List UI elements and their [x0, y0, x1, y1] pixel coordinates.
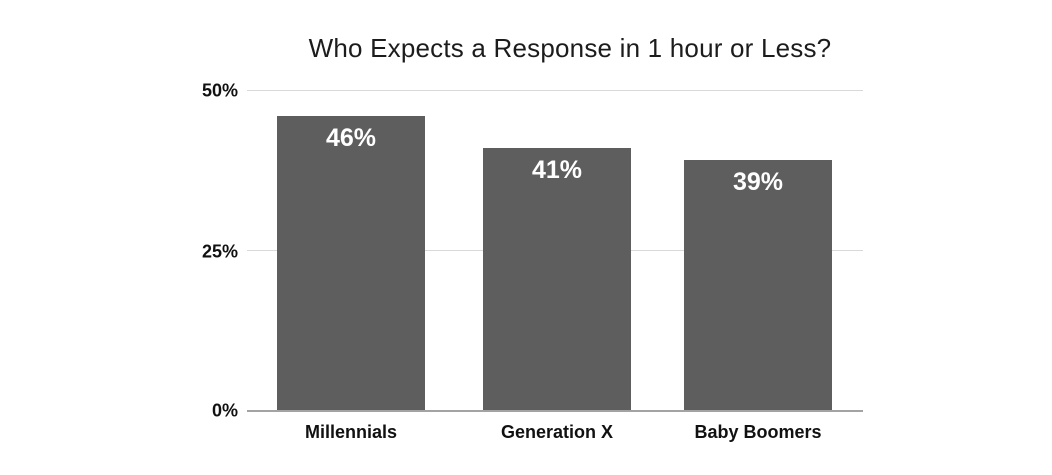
bar-baby-boomers: 39%	[684, 160, 832, 410]
y-axis-tick-0: 0%	[211, 400, 238, 421]
plot-area: 46% 41% 39%	[247, 90, 863, 412]
y-axis-tick-25: 25%	[201, 241, 238, 262]
x-axis-label-baby-boomers: Baby Boomers	[694, 422, 822, 442]
chart-title: Who Expects a Response in 1 hour or Less…	[308, 33, 832, 63]
x-axis-label-millennials: Millennials	[304, 422, 398, 442]
y-axis-tick-50: 50%	[201, 80, 238, 101]
bar-generation-x: 41%	[483, 147, 631, 410]
bar-value-label: 41%	[531, 155, 583, 184]
gridline-50	[247, 90, 863, 91]
bar-millennials: 46%	[277, 115, 425, 410]
bar-value-label: 46%	[325, 123, 377, 152]
x-axis-label-generation-x: Generation X	[500, 422, 614, 442]
bar-value-label: 39%	[732, 168, 784, 197]
